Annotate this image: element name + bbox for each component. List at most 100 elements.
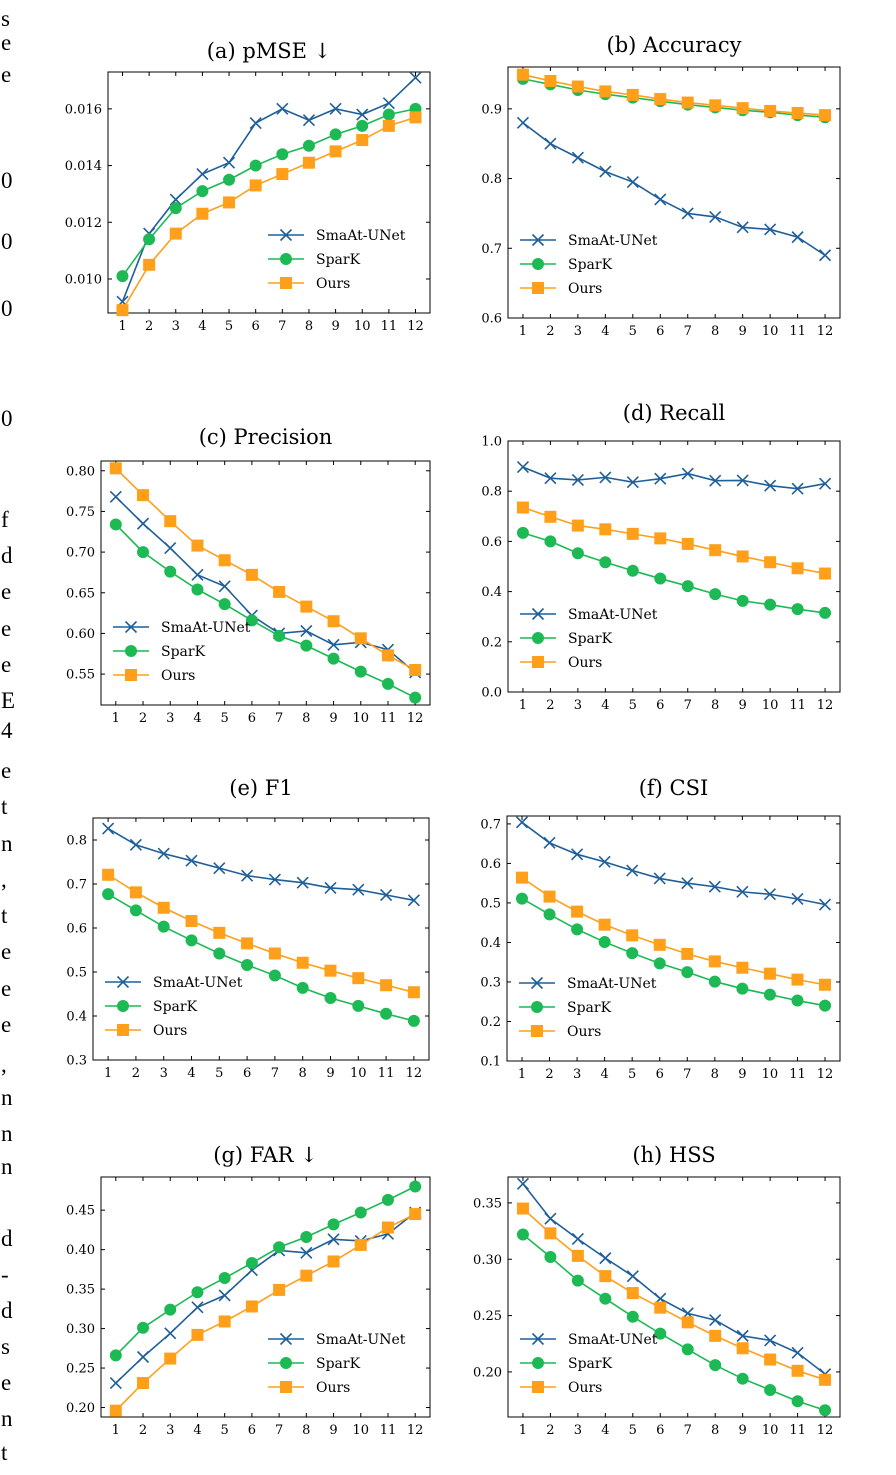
data-point xyxy=(736,961,749,974)
data-point xyxy=(626,1270,639,1283)
legend-label: Ours xyxy=(161,668,195,684)
data-point xyxy=(626,864,639,877)
marker-x-stroke xyxy=(136,517,150,530)
data-point xyxy=(709,474,722,487)
data-point xyxy=(382,108,395,121)
series-ours xyxy=(516,68,832,122)
x-tick-label: 12 xyxy=(407,711,424,726)
x-tick-label: 1 xyxy=(519,698,527,713)
marker-x-stroke xyxy=(213,862,226,875)
margin-char: - xyxy=(1,1262,9,1287)
data-point xyxy=(544,137,557,150)
data-point xyxy=(763,967,776,980)
data-point xyxy=(515,871,528,884)
data-point xyxy=(116,304,129,317)
series-line xyxy=(121,108,416,277)
data-point xyxy=(196,207,209,220)
data-point xyxy=(544,1227,557,1240)
data-point xyxy=(380,979,393,992)
data-point xyxy=(409,691,422,704)
data-point xyxy=(791,1346,804,1359)
legend-label: SmaAt-UNet xyxy=(161,620,251,636)
x-tick-label: 6 xyxy=(243,1066,251,1081)
y-tick-label: 0.1 xyxy=(480,1055,501,1070)
marker-x-stroke xyxy=(626,175,639,189)
marker-x-stroke xyxy=(102,822,115,835)
x-tick-label: 8 xyxy=(711,1423,719,1438)
data-point xyxy=(213,947,226,960)
marker-x-stroke xyxy=(571,473,584,486)
legend-item: Ours xyxy=(520,655,602,671)
data-point xyxy=(109,1376,122,1390)
series-smaat-unet xyxy=(515,816,832,911)
data-point xyxy=(356,108,369,121)
data-point xyxy=(354,1238,367,1251)
x-tick-label: 3 xyxy=(166,1423,174,1438)
x-tick-label: 8 xyxy=(299,1066,307,1081)
data-point xyxy=(818,477,832,490)
x-tick-label: 6 xyxy=(656,1423,664,1438)
x-tick-label: 1 xyxy=(112,1423,120,1438)
series-ours xyxy=(109,462,422,677)
marker-x-stroke xyxy=(191,1301,204,1314)
x-tick-label: 3 xyxy=(574,324,582,339)
y-tick-label: 0.75 xyxy=(66,505,95,520)
data-point xyxy=(571,1249,584,1262)
x-tick-label: 3 xyxy=(573,1067,581,1082)
legend-marker xyxy=(117,1024,129,1036)
data-point xyxy=(245,568,258,581)
data-point xyxy=(571,151,584,164)
margin-char: d xyxy=(1,1298,13,1323)
data-point xyxy=(516,461,530,474)
legend-marker xyxy=(279,228,293,242)
legend-item: SparK xyxy=(520,631,613,647)
legend-label: Ours xyxy=(316,1380,350,1396)
x-tick-label: 10 xyxy=(762,698,779,713)
x-tick-label: 5 xyxy=(221,711,229,726)
x-tick-label: 6 xyxy=(248,711,256,726)
legend-item: Ours xyxy=(520,281,602,297)
data-point xyxy=(273,1283,286,1296)
x-tick-label: 9 xyxy=(739,324,747,339)
data-point xyxy=(164,1327,177,1340)
marker-x-stroke xyxy=(544,1212,557,1225)
marker-x-stroke xyxy=(764,223,777,236)
series-spark xyxy=(116,102,422,283)
data-point xyxy=(654,472,667,485)
data-point xyxy=(273,629,286,642)
data-point xyxy=(249,179,262,192)
data-point xyxy=(329,128,342,141)
x-tick-label: 2 xyxy=(546,324,554,339)
legend: SmaAt-UNet SparK Ours xyxy=(268,228,406,292)
data-point xyxy=(626,476,639,489)
data-point xyxy=(791,1364,804,1377)
data-point xyxy=(708,955,721,968)
data-point xyxy=(819,567,832,580)
legend-marker xyxy=(531,1332,545,1346)
data-point xyxy=(626,175,639,189)
legend-item: SmaAt-UNet xyxy=(105,975,243,991)
data-point xyxy=(137,1321,150,1334)
data-point xyxy=(164,515,177,528)
legend-marker xyxy=(532,282,544,294)
y-tick-label: 0.4 xyxy=(480,936,501,951)
data-point xyxy=(327,1255,340,1268)
data-point xyxy=(681,580,694,593)
data-point xyxy=(381,1221,394,1234)
x-tick-label: 1 xyxy=(519,324,527,339)
x-tick-label: 9 xyxy=(326,1066,334,1081)
x-tick-label: 11 xyxy=(789,698,806,713)
marker-x-stroke xyxy=(276,102,289,115)
margin-char: n xyxy=(1,1154,13,1179)
legend-marker xyxy=(530,976,544,990)
margin-char: e xyxy=(1,758,11,783)
series-line xyxy=(522,1183,826,1375)
margin-char: 4 xyxy=(1,718,13,743)
data-point xyxy=(709,210,722,223)
y-tick-label: 0.014 xyxy=(65,159,102,174)
y-tick-label: 0.55 xyxy=(66,668,95,683)
margin-char: 0 xyxy=(1,229,13,254)
data-point xyxy=(157,847,170,860)
y-tick-label: 1.0 xyxy=(481,435,502,450)
